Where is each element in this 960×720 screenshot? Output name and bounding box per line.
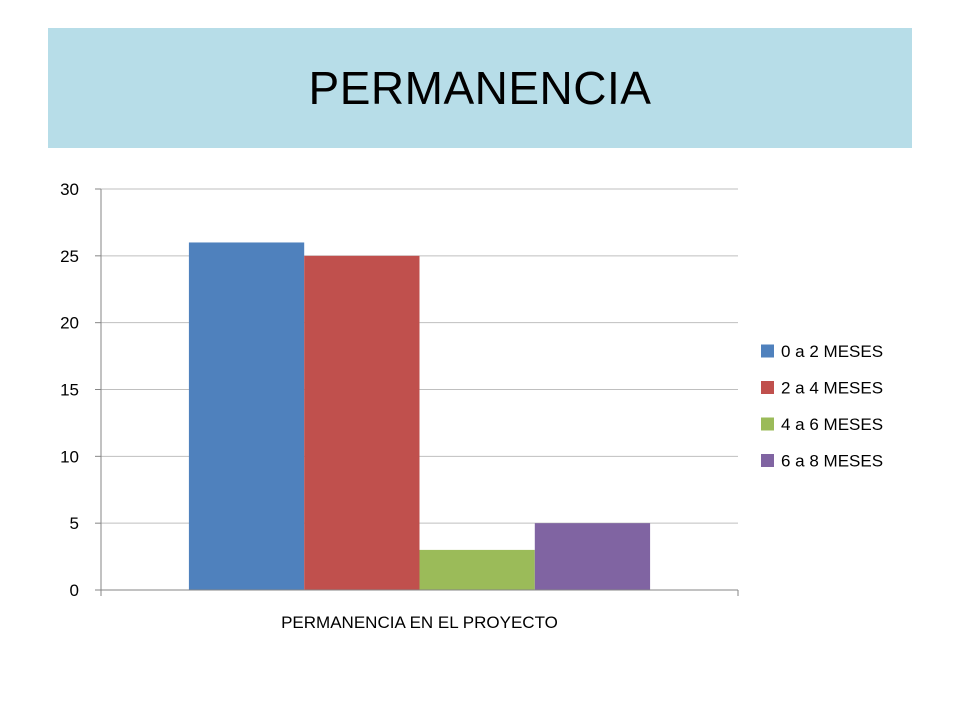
legend: 0 a 2 MESES 2 a 4 MESES 4 a 6 MESES 6 a 8 M…	[761, 342, 883, 471]
legend-label: 0 a 2 MESES	[781, 342, 883, 361]
title-band: PERMANENCIA	[48, 28, 912, 148]
y-tick-label: 10	[60, 447, 79, 466]
bar-2-a-4-meses	[304, 255, 420, 591]
legend-swatch	[761, 344, 774, 358]
y-tick-label: 25	[60, 247, 79, 266]
y-tick-label: 30	[60, 180, 79, 199]
y-tick-label: 15	[60, 381, 79, 400]
legend-swatch	[761, 454, 774, 467]
legend-label: 2 a 4 MESES	[781, 379, 883, 398]
x-category-label: PERMANENCIA EN EL PROYECTO	[281, 613, 558, 632]
bar-0-a-2-meses	[188, 242, 305, 590]
slide-title: PERMANENCIA	[308, 62, 652, 114]
legend-swatch	[761, 381, 774, 394]
y-tick-label: 0	[70, 581, 79, 600]
y-tick-label: 5	[70, 514, 79, 533]
bar-4-a-6-meses	[419, 549, 535, 590]
y-tick-label: 20	[60, 314, 79, 333]
legend-swatch	[761, 417, 774, 431]
legend-label: 6 a 8 MESES	[781, 452, 883, 471]
axes: 0 5 10 15 20 25 30 PERMANENCIA EN EL PROYECTO	[60, 180, 739, 632]
bar-6-a-8-meses	[534, 523, 651, 590]
legend-label: 4 a 6 MESES	[781, 415, 883, 434]
bars	[188, 242, 651, 591]
